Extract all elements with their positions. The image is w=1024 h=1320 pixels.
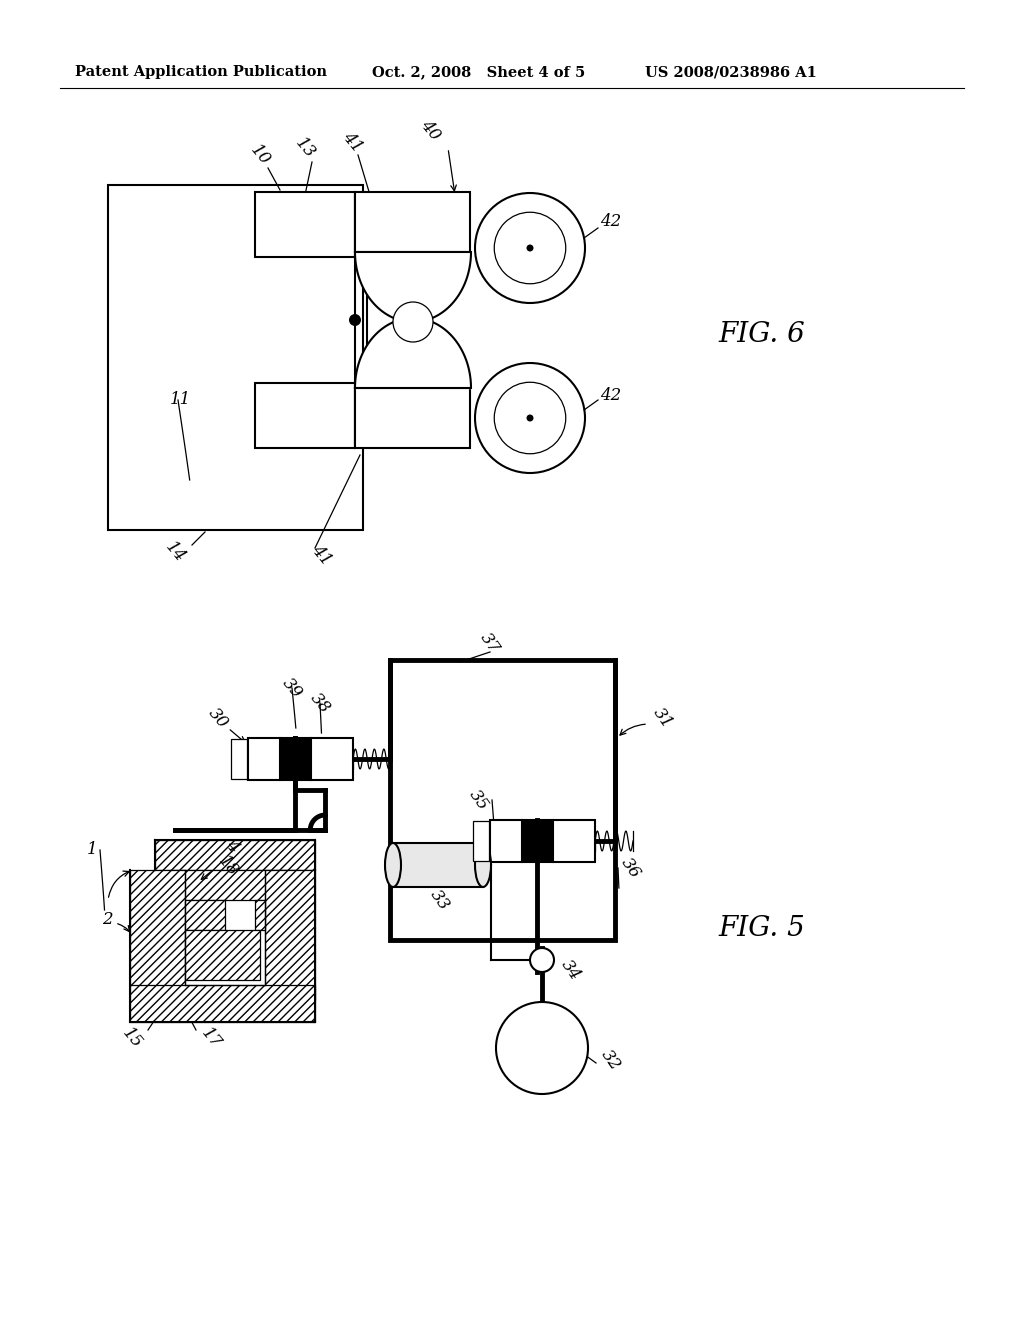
Bar: [185, 931, 260, 979]
Text: 2: 2: [102, 912, 113, 928]
Text: FIG. 6: FIG. 6: [718, 322, 805, 348]
Text: 36: 36: [618, 854, 644, 882]
Text: 37: 37: [477, 630, 503, 656]
Text: 31: 31: [650, 705, 676, 731]
Circle shape: [530, 948, 554, 972]
Text: 18: 18: [215, 853, 242, 879]
Text: FIG. 5: FIG. 5: [718, 915, 805, 941]
Bar: [130, 870, 185, 1001]
Bar: [155, 840, 315, 870]
Circle shape: [496, 1002, 588, 1094]
Circle shape: [526, 244, 534, 252]
Bar: [255, 900, 265, 931]
Text: 13: 13: [292, 135, 318, 161]
Text: 17: 17: [198, 1024, 224, 1052]
Text: 30: 30: [205, 705, 231, 731]
Text: 15: 15: [119, 1024, 145, 1052]
Bar: [355, 388, 470, 447]
Bar: [170, 870, 300, 900]
Bar: [255, 191, 355, 257]
Text: 35: 35: [466, 787, 492, 813]
Text: US 2008/0238986 A1: US 2008/0238986 A1: [645, 65, 817, 79]
Bar: [130, 985, 315, 1022]
Text: 41: 41: [308, 541, 335, 569]
Bar: [390, 660, 615, 940]
Text: 1: 1: [86, 842, 97, 858]
Bar: [255, 383, 355, 447]
Bar: [265, 870, 315, 1001]
Circle shape: [475, 363, 585, 473]
Circle shape: [393, 302, 433, 342]
Circle shape: [495, 213, 565, 284]
Circle shape: [495, 383, 565, 454]
Bar: [231, 739, 247, 779]
Bar: [280, 738, 311, 780]
Text: 39: 39: [279, 675, 305, 702]
Bar: [473, 821, 489, 861]
Ellipse shape: [385, 843, 401, 887]
Circle shape: [475, 193, 585, 304]
Text: 11: 11: [170, 392, 191, 408]
Text: Patent Application Publication: Patent Application Publication: [75, 65, 327, 79]
Bar: [248, 738, 353, 780]
Ellipse shape: [475, 843, 490, 887]
Text: 32: 32: [598, 1047, 624, 1073]
Bar: [393, 843, 483, 887]
Bar: [521, 820, 553, 862]
Text: 4: 4: [222, 837, 242, 855]
Text: 10: 10: [247, 141, 273, 169]
Circle shape: [526, 414, 534, 421]
Text: 38: 38: [306, 689, 334, 717]
Text: 14: 14: [162, 539, 188, 565]
Bar: [108, 185, 362, 531]
Text: 41: 41: [339, 128, 366, 156]
Text: 34: 34: [558, 957, 584, 983]
Bar: [355, 191, 470, 252]
Text: 40: 40: [417, 116, 443, 144]
Text: 42: 42: [600, 214, 622, 231]
Text: Oct. 2, 2008   Sheet 4 of 5: Oct. 2, 2008 Sheet 4 of 5: [372, 65, 586, 79]
Text: 33: 33: [427, 887, 453, 913]
Circle shape: [349, 314, 361, 326]
Text: 42: 42: [600, 387, 622, 404]
Bar: [490, 820, 595, 862]
Bar: [185, 900, 225, 931]
